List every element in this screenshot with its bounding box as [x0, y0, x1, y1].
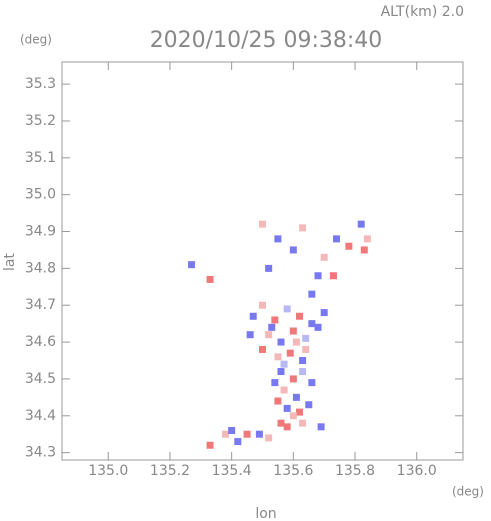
radar-cell — [188, 261, 196, 269]
radar-cell — [283, 404, 291, 412]
y-unit: (deg) — [20, 33, 52, 47]
altitude-label: ALT(km) 2.0 — [381, 4, 464, 20]
radar-cell — [329, 272, 337, 280]
y-tick-label: 34.3 — [25, 445, 56, 461]
radar-cell — [360, 246, 368, 254]
x-tick-label: 136.0 — [397, 463, 437, 479]
radar-cell — [221, 430, 229, 438]
radar-cell — [308, 379, 316, 387]
radar-cell — [243, 430, 251, 438]
radar-cell — [271, 316, 279, 324]
radar-cell — [274, 235, 282, 243]
radar-cell — [286, 349, 294, 357]
radar-cell — [333, 235, 341, 243]
radar-cell — [283, 423, 291, 431]
radar-cell — [283, 305, 291, 313]
radar-cell — [271, 379, 279, 387]
radar-cell — [302, 345, 310, 353]
radar-cell — [292, 338, 300, 346]
radar-cell — [305, 401, 313, 409]
radar-cell — [277, 368, 285, 376]
radar-cell — [314, 272, 322, 280]
radar-cell — [320, 309, 328, 317]
radar-cell — [274, 397, 282, 405]
radar-cell — [280, 360, 288, 368]
radar-cell — [289, 412, 297, 420]
y-tick-label: 34.4 — [25, 408, 56, 424]
radar-cell — [314, 323, 322, 331]
radar-cell — [299, 419, 307, 427]
radar-cell — [299, 357, 307, 364]
x-unit: (deg) — [452, 485, 484, 499]
x-axis-label: lon — [255, 506, 276, 521]
radar-cell — [206, 441, 214, 449]
radar-cell — [289, 246, 297, 254]
radar-cell — [299, 224, 307, 232]
y-tick-label: 35.1 — [25, 150, 56, 166]
radar-cell — [320, 253, 328, 261]
y-tick-label: 34.9 — [25, 224, 56, 240]
radar-cell — [265, 434, 273, 442]
radar-cell — [289, 375, 297, 383]
radar-cell — [280, 386, 288, 394]
radar-cell — [317, 423, 325, 431]
radar-cell — [259, 345, 266, 353]
radar-cell — [268, 323, 276, 331]
x-tick-label: 135.0 — [88, 463, 128, 479]
radar-cell — [265, 264, 273, 272]
radar-cell — [299, 368, 307, 376]
radar-cell — [302, 334, 310, 342]
x-tick-label: 135.4 — [212, 463, 252, 479]
radar-cell — [363, 235, 371, 243]
y-axis-label: lat — [2, 253, 18, 271]
x-tick-label: 135.6 — [273, 463, 313, 479]
radar-cell — [206, 275, 214, 283]
radar-cell — [296, 312, 304, 320]
y-tick-label: 34.6 — [25, 334, 56, 350]
radar-cell — [357, 220, 365, 228]
radar-cell — [308, 290, 316, 298]
radar-cell — [234, 438, 242, 446]
x-tick-label: 135.2 — [150, 463, 190, 479]
y-tick-label: 35.0 — [25, 187, 56, 203]
chart-title: 2020/10/25 09:38:40 — [150, 28, 383, 53]
radar-cell — [259, 220, 266, 228]
radar-cell — [292, 393, 300, 401]
radar-cell — [308, 320, 316, 328]
radar-cell — [259, 301, 266, 309]
radar-cell — [265, 331, 273, 339]
radar-cell — [277, 419, 285, 427]
radar-cell — [249, 312, 257, 320]
radar-cell — [246, 331, 254, 339]
plot-frame — [61, 61, 464, 461]
radar-cell — [255, 430, 263, 438]
radar-cell — [277, 338, 285, 346]
y-tick-label: 34.8 — [25, 260, 56, 276]
radar-cell — [345, 242, 353, 250]
y-tick-label: 35.3 — [25, 76, 56, 92]
y-tick-label: 35.2 — [25, 113, 56, 129]
x-tick-label: 135.8 — [335, 463, 375, 479]
y-tick-label: 34.7 — [25, 297, 56, 313]
radar-cell — [296, 408, 304, 416]
radar-cell — [274, 353, 282, 361]
radar-cell — [228, 427, 236, 435]
radar-cell — [289, 327, 297, 335]
y-tick-label: 34.5 — [25, 371, 56, 387]
